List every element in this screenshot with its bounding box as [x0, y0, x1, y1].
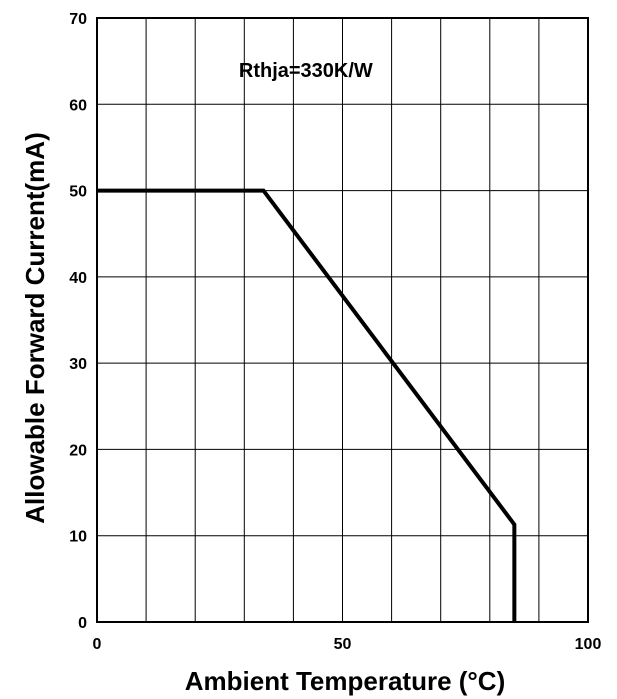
x-tick-label: 50: [334, 636, 352, 653]
x-tick-label: 100: [575, 636, 602, 653]
y-tick-label: 60: [69, 97, 87, 114]
series-layer: [97, 188, 517, 622]
x-tick-label: 0: [93, 636, 102, 653]
y-tick-label: 70: [69, 11, 87, 28]
y-tick-labels: 0 10 20 30 40 50 60 70: [69, 11, 87, 632]
y-tick-label: 30: [69, 356, 87, 373]
x-axis-title: Ambient Temperature (°C): [185, 666, 506, 696]
series-line: [97, 188, 517, 622]
x-tick-labels: 0 50 100: [93, 636, 602, 653]
annotation-label: Rthja=330K/W: [239, 60, 373, 82]
y-tick-label: 40: [69, 270, 87, 287]
y-tick-label: 50: [69, 184, 87, 201]
y-tick-label: 0: [78, 615, 87, 632]
y-axis-title: Allowable Forward Current(mA): [20, 132, 50, 523]
grid: [97, 18, 588, 622]
plot-frame: [96, 17, 589, 623]
y-tick-label: 10: [69, 529, 87, 546]
y-tick-label: 20: [69, 442, 87, 459]
